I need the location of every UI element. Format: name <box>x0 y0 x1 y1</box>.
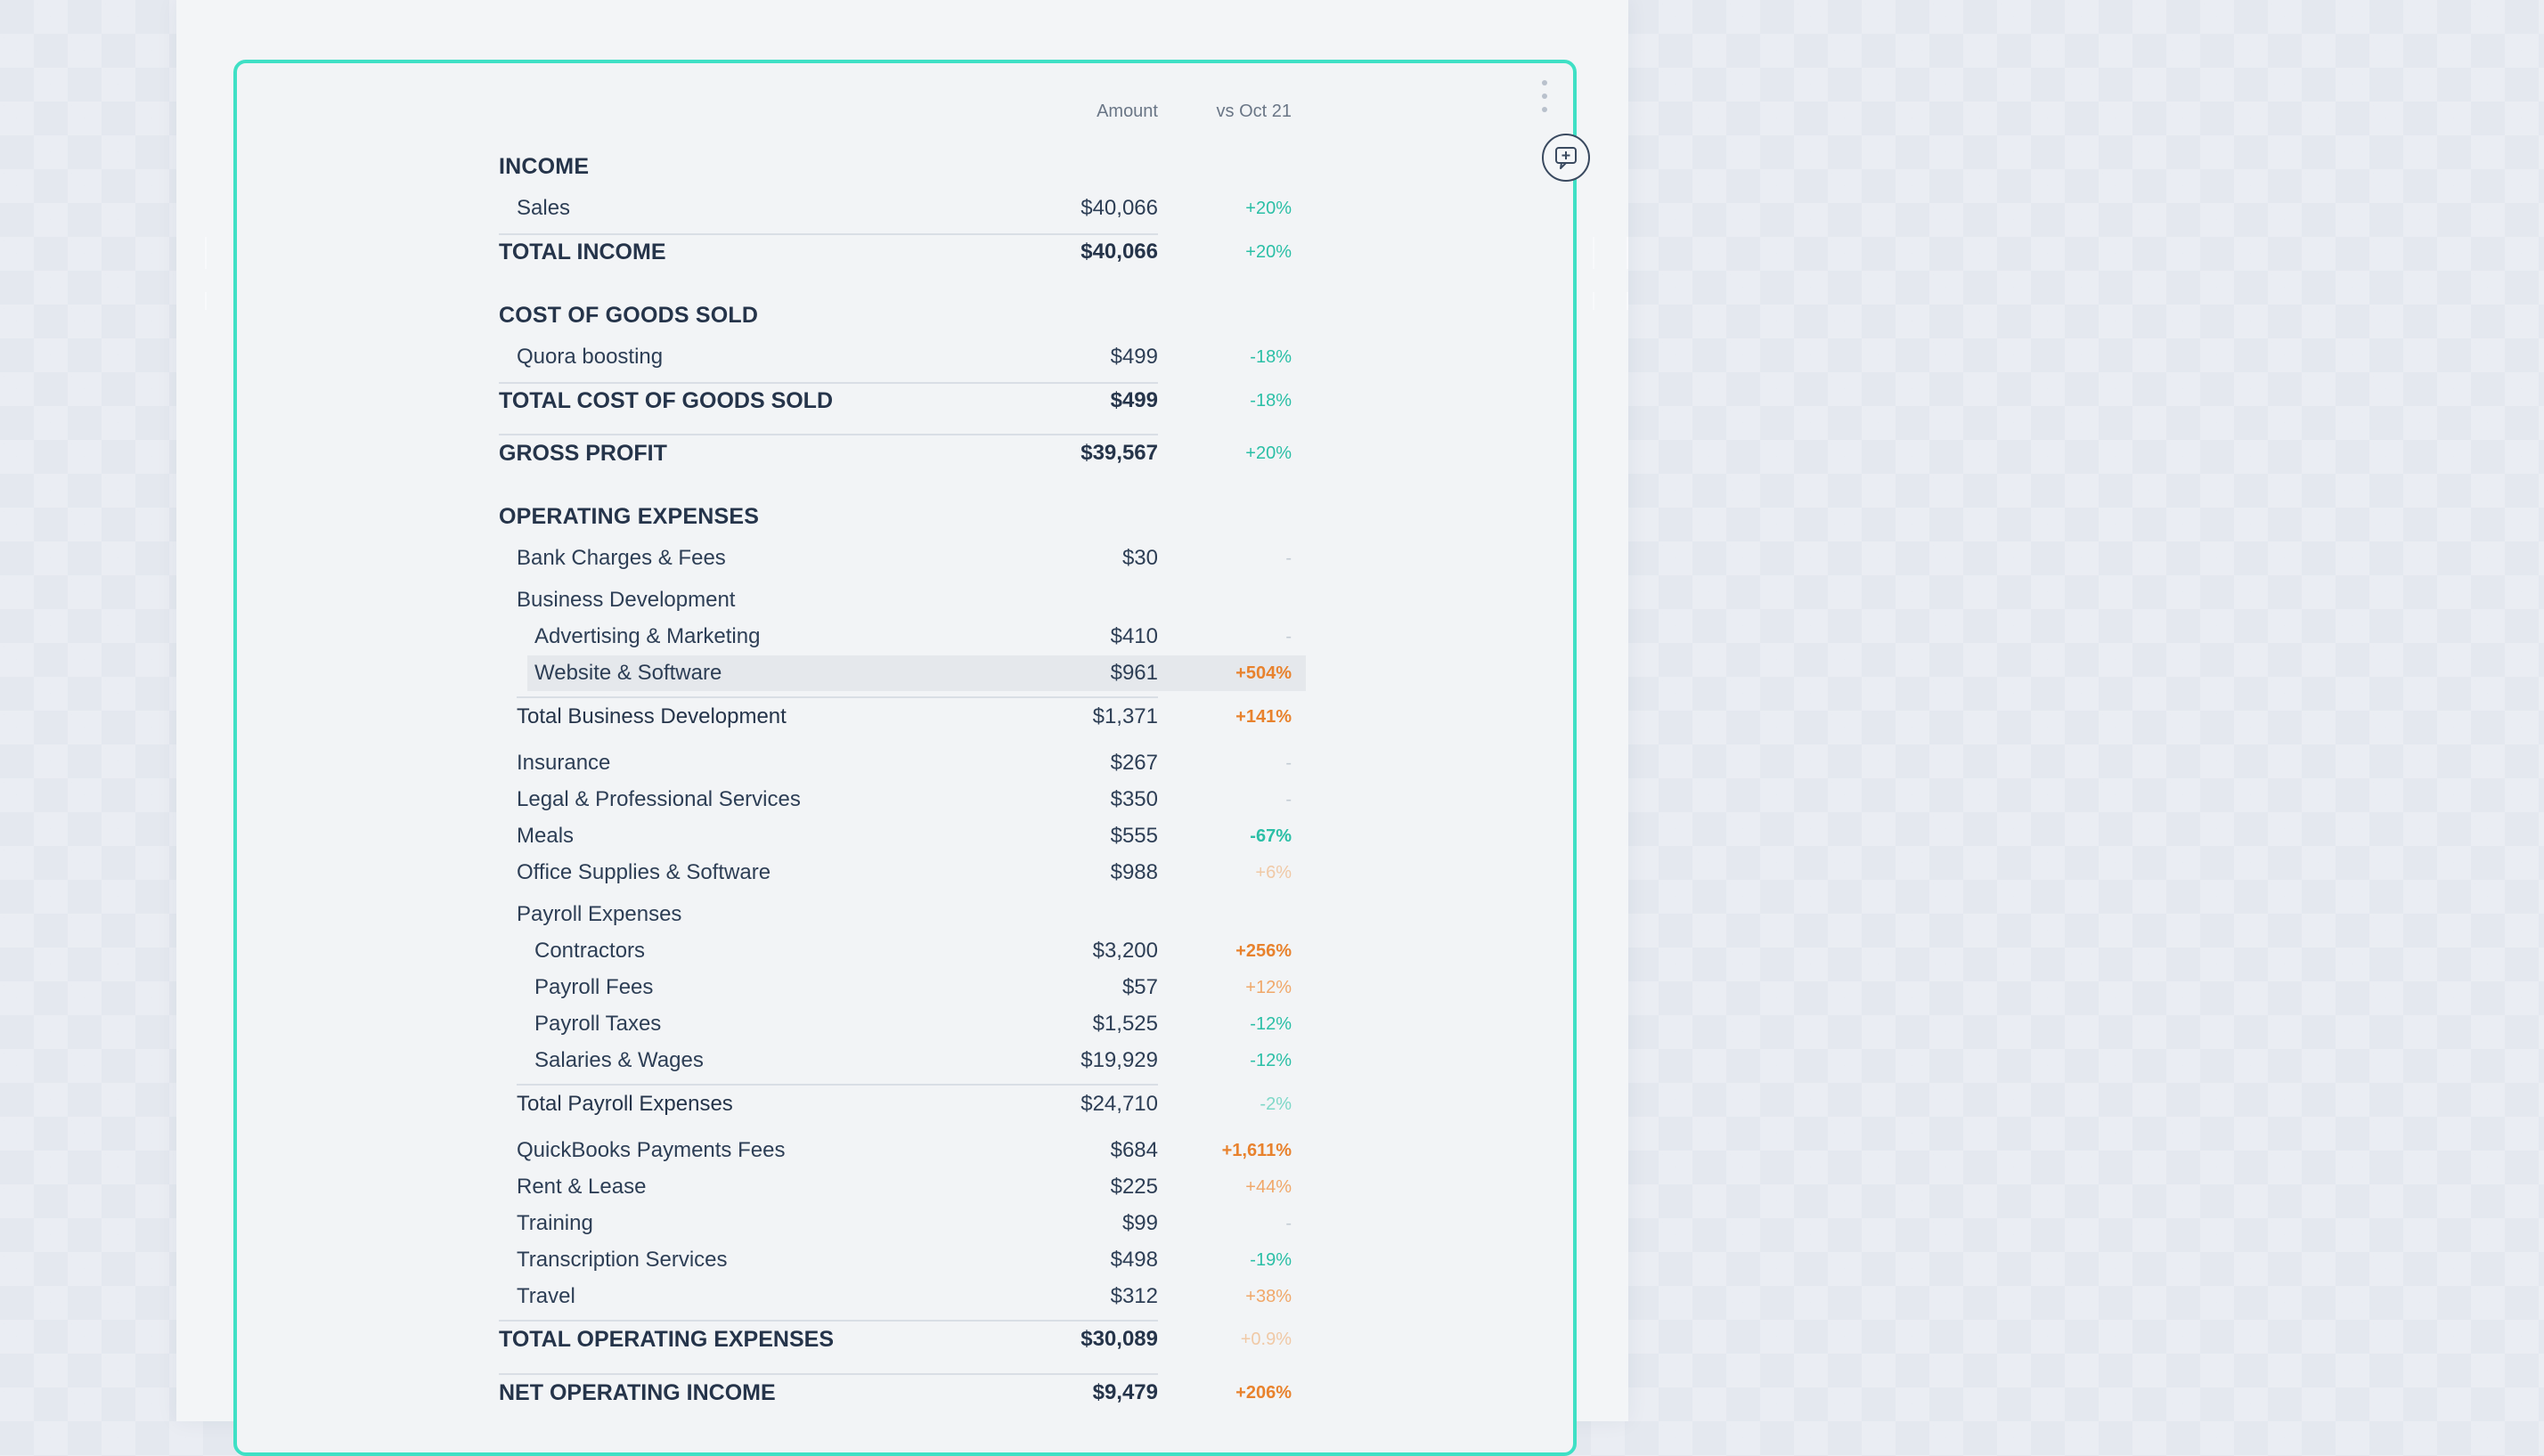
row-divider <box>499 1320 1158 1322</box>
total-row-label: TOTAL OPERATING EXPENSES <box>499 1327 834 1352</box>
profit-loss-report-card[interactable] <box>233 60 1577 1456</box>
amount-value[interactable]: $99 <box>1121 1211 1158 1235</box>
change-percentage: -12% <box>1250 1051 1292 1070</box>
change-percentage: +20% <box>1245 199 1292 218</box>
total-row-label: NET OPERATING INCOME <box>499 1380 776 1405</box>
amount-value[interactable]: $57 <box>1121 975 1158 999</box>
line-item-label[interactable]: Bank Charges & Fees <box>517 546 726 570</box>
amount-value[interactable]: $1,371 <box>1092 704 1158 728</box>
amount-value[interactable]: $9,479 <box>1092 1380 1158 1404</box>
change-percentage: - <box>1285 627 1292 647</box>
change-percentage: +20% <box>1245 443 1292 463</box>
total-row-label: TOTAL COST OF GOODS SOLD <box>499 388 834 413</box>
amount-value[interactable]: $40,066 <box>1080 196 1158 220</box>
comparison-column-header: vs Oct 21 <box>1216 102 1292 121</box>
amount-value[interactable]: $499 <box>1110 345 1158 369</box>
change-percentage: - <box>1285 790 1292 809</box>
amount-value[interactable]: $30,089 <box>1080 1327 1158 1351</box>
amount-value[interactable]: $499 <box>1110 388 1158 412</box>
amount-value[interactable]: $30 <box>1121 546 1158 570</box>
line-item-label[interactable]: Rent & Lease <box>517 1175 647 1199</box>
line-item-label[interactable]: Website & Software <box>534 661 722 685</box>
line-item-label[interactable]: Payroll Expenses <box>517 902 682 926</box>
section-heading: OPERATING EXPENSES <box>499 504 760 529</box>
change-percentage: -2% <box>1260 1094 1292 1114</box>
line-item-label: Total Business Development <box>517 704 787 728</box>
line-item-label[interactable]: Legal & Professional Services <box>517 787 801 811</box>
row-divider <box>499 382 1158 384</box>
change-percentage: +12% <box>1245 978 1292 997</box>
section-heading: COST OF GOODS SOLD <box>499 303 759 328</box>
change-percentage: +20% <box>1245 242 1292 262</box>
change-percentage: -12% <box>1250 1014 1292 1034</box>
row-divider <box>499 233 1158 235</box>
change-percentage: -19% <box>1250 1250 1292 1270</box>
add-comment-button[interactable] <box>1542 134 1590 182</box>
total-row-label: GROSS PROFIT <box>499 441 667 466</box>
amount-value[interactable]: $410 <box>1110 624 1158 648</box>
vertical-dots-icon <box>1542 80 1547 85</box>
line-item-label[interactable]: Meals <box>517 824 575 848</box>
section-heading: INCOME <box>499 154 590 179</box>
change-percentage: +0.9% <box>1240 1330 1292 1349</box>
line-item-label[interactable]: Salaries & Wages <box>534 1048 704 1072</box>
line-item-label[interactable]: Payroll Fees <box>534 975 654 999</box>
vertical-dots-icon <box>1542 94 1547 99</box>
change-percentage: +44% <box>1245 1177 1292 1197</box>
line-item-label[interactable]: Office Supplies & Software <box>517 860 771 884</box>
amount-value[interactable]: $1,525 <box>1092 1012 1158 1036</box>
amount-value[interactable]: $19,929 <box>1080 1048 1158 1072</box>
line-item-label[interactable]: Training <box>517 1211 593 1235</box>
line-item-label[interactable]: Advertising & Marketing <box>534 624 761 648</box>
more-options-button[interactable] <box>1534 80 1555 112</box>
amount-value[interactable]: $350 <box>1110 787 1158 811</box>
amount-value[interactable]: $498 <box>1110 1248 1158 1272</box>
row-divider <box>517 696 1158 698</box>
amount-value[interactable]: $555 <box>1110 824 1158 848</box>
line-item-label[interactable]: Business Development <box>517 588 736 612</box>
line-item-label[interactable]: Sales <box>517 196 571 220</box>
change-percentage: +504% <box>1235 663 1292 683</box>
change-percentage: - <box>1285 1214 1292 1233</box>
change-percentage: -18% <box>1250 347 1292 367</box>
amount-column-header: Amount <box>1097 102 1158 121</box>
row-divider <box>499 1373 1158 1375</box>
amount-value[interactable]: $3,200 <box>1092 939 1158 963</box>
line-item-label[interactable]: Quora boosting <box>517 345 664 369</box>
change-percentage: - <box>1285 549 1292 568</box>
change-percentage: -67% <box>1250 826 1292 846</box>
change-percentage: +141% <box>1235 707 1292 727</box>
line-item-label: Total Payroll Expenses <box>517 1092 733 1116</box>
amount-value[interactable]: $684 <box>1110 1138 1158 1162</box>
amount-value[interactable]: $39,567 <box>1080 441 1158 465</box>
line-item-label[interactable]: Insurance <box>517 751 611 775</box>
amount-value[interactable]: $312 <box>1110 1284 1158 1308</box>
change-percentage: +206% <box>1235 1383 1292 1403</box>
change-percentage: - <box>1285 753 1292 773</box>
amount-value[interactable]: $988 <box>1110 860 1158 884</box>
amount-value[interactable]: $961 <box>1110 661 1158 685</box>
change-percentage: +6% <box>1255 863 1292 883</box>
amount-value[interactable]: $40,066 <box>1080 240 1158 264</box>
row-highlight <box>527 655 1306 691</box>
change-percentage: -18% <box>1250 391 1292 411</box>
line-item-label[interactable]: QuickBooks Payments Fees <box>517 1138 786 1162</box>
line-item-label[interactable]: Contractors <box>534 939 646 963</box>
row-divider <box>517 1084 1158 1086</box>
change-percentage: +256% <box>1235 941 1292 961</box>
line-item-label[interactable]: Travel <box>517 1284 575 1308</box>
line-item-label[interactable]: Transcription Services <box>517 1248 728 1272</box>
change-percentage: +1,611% <box>1221 1141 1292 1160</box>
line-item-label[interactable]: Payroll Taxes <box>534 1012 662 1036</box>
amount-value[interactable]: $225 <box>1110 1175 1158 1199</box>
change-percentage: +38% <box>1245 1287 1292 1306</box>
vertical-dots-icon <box>1542 107 1547 112</box>
row-divider <box>499 434 1158 435</box>
total-row-label: TOTAL INCOME <box>499 240 666 264</box>
amount-value[interactable]: $267 <box>1110 751 1158 775</box>
amount-value[interactable]: $24,710 <box>1080 1092 1158 1116</box>
comment-plus-icon <box>1555 147 1577 169</box>
